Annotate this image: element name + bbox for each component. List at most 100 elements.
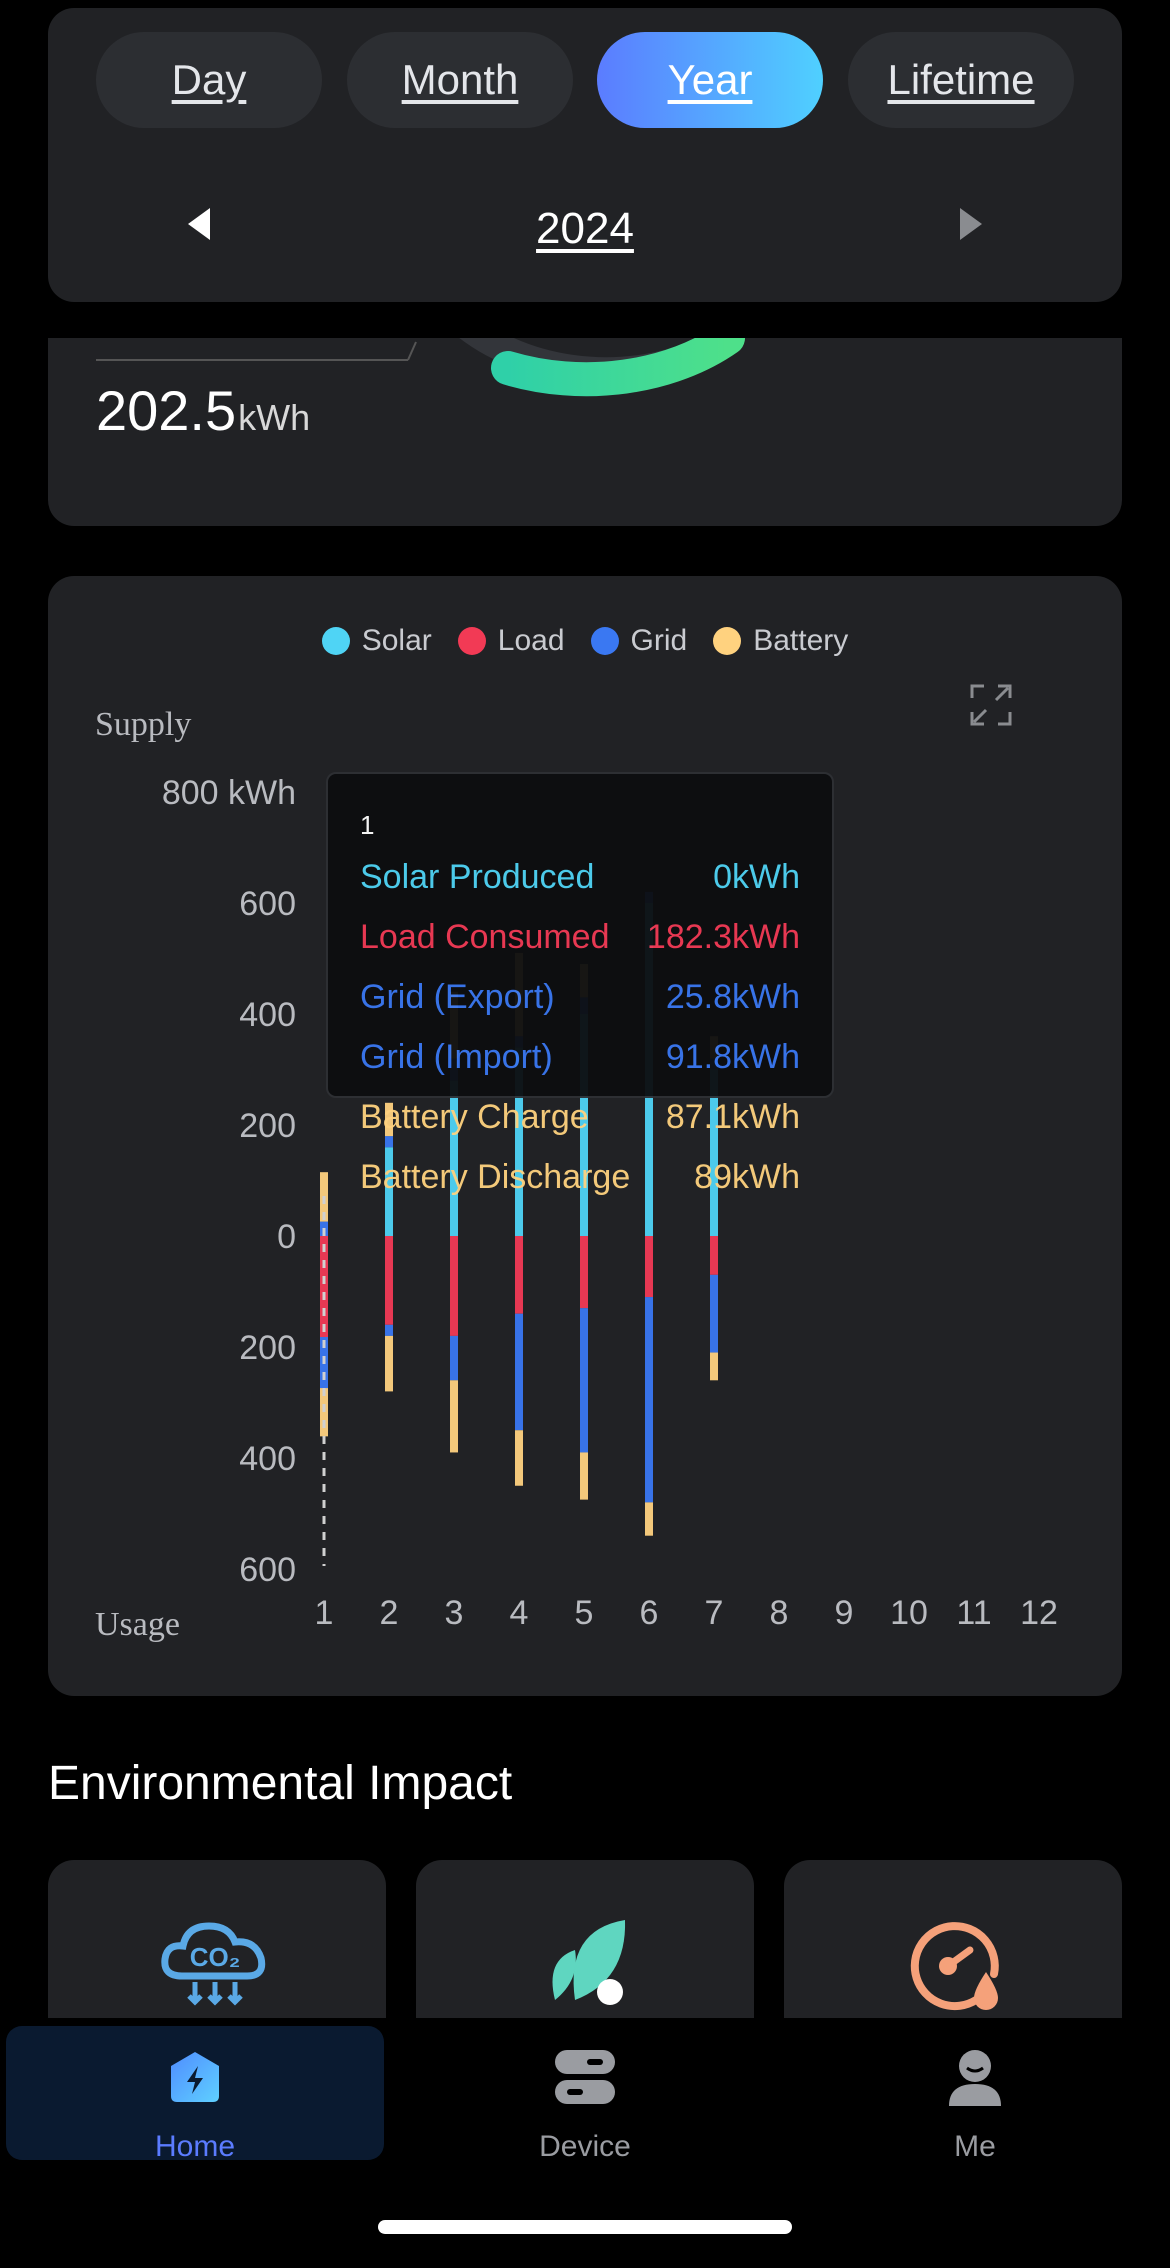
- x-tick-label: 5: [575, 1594, 594, 1632]
- tooltip-row-battery-charge: Battery Charge 87.1kWh: [360, 1098, 800, 1137]
- y-tick-label: 600: [239, 885, 296, 923]
- bar-segment: [580, 1308, 588, 1453]
- bar-segment: [450, 1380, 458, 1453]
- co2-cloud-icon: CO₂: [161, 1922, 266, 2006]
- bar-segment: [515, 1430, 523, 1486]
- nav-label-device: Device: [539, 2130, 631, 2163]
- legend-dot: [321, 627, 350, 655]
- bar-segment: [645, 1502, 653, 1536]
- summary-card: 202.5kWh: [48, 338, 1122, 526]
- bar-segment: [710, 1352, 718, 1381]
- bar-segment: [645, 1236, 653, 1298]
- tooltip-row-grid-export: Grid (Export) 25.8kWh: [360, 978, 800, 1017]
- nav-label-home: Home: [154, 2130, 236, 2163]
- tab-month[interactable]: Month: [347, 32, 573, 128]
- tooltip-row-label: Battery Discharge: [360, 1158, 631, 1196]
- legend-item-grid[interactable]: Grid: [590, 624, 688, 658]
- tab-day[interactable]: Day: [96, 32, 322, 128]
- energy-chart-card: Solar Load Grid Battery Supply Usage 800…: [48, 576, 1122, 1696]
- env-card-co2[interactable]: CO₂: [48, 1860, 386, 2020]
- env-card-trees[interactable]: [416, 1860, 754, 2020]
- expand-chart-icon[interactable]: [968, 682, 1014, 728]
- nav-label-me: Me: [954, 2130, 996, 2163]
- legend-label: Solar: [361, 624, 432, 657]
- bar-segment: [645, 1297, 653, 1503]
- y-tick-label: 800 kWh: [162, 774, 296, 812]
- tooltip-row-grid-import: Grid (Import) 91.8kWh: [360, 1038, 800, 1077]
- leaf-icon: [552, 1920, 626, 2005]
- tooltip-row-battery-discharge: Battery Discharge 89kWh: [360, 1158, 800, 1197]
- next-year-arrow-icon[interactable]: [960, 208, 982, 240]
- x-tick-label: 3: [445, 1594, 464, 1632]
- bar-segment: [320, 1236, 328, 1338]
- nav-item-device[interactable]: Device: [396, 2026, 774, 2163]
- tooltip-row-value: 0kWh: [713, 858, 800, 896]
- y-tick-label: 0: [277, 1218, 296, 1256]
- x-tick-label: 11: [956, 1594, 991, 1632]
- home-indicator[interactable]: [378, 2220, 792, 2234]
- y-tick-label: 200: [239, 1107, 296, 1145]
- legend-dot: [713, 627, 742, 655]
- selected-year[interactable]: 2024: [536, 204, 634, 253]
- x-tick-label: 6: [640, 1594, 659, 1632]
- bar-segment: [580, 1452, 588, 1500]
- bar-segment: [385, 1236, 393, 1325]
- env-card-savings[interactable]: [784, 1860, 1122, 2020]
- chart-tooltip: 1 Solar Produced 0kWh Load Consumed 182.3k…: [326, 772, 834, 1196]
- tab-year[interactable]: Year: [597, 32, 823, 128]
- legend-label: Battery: [753, 624, 849, 657]
- bar-segment: [385, 1335, 393, 1392]
- y-tick-label: 400: [239, 1440, 296, 1478]
- x-tick-label: 1: [315, 1594, 334, 1632]
- y-tick-label: 200: [239, 1329, 296, 1367]
- tooltip-row-solar-produced: Solar Produced 0kWh: [360, 858, 800, 897]
- nav-item-home[interactable]: Home: [6, 2026, 384, 2163]
- bar-segment: [320, 1388, 328, 1437]
- summary-value-number: 202.5: [96, 379, 237, 442]
- tooltip-row-value: 87.1kWh: [665, 1098, 800, 1136]
- summary-ring-graphic: [96, 338, 745, 397]
- bar-segment: [385, 1102, 393, 1137]
- bar-segment: [515, 1047, 523, 1236]
- tooltip-row-label: Grid (Export): [360, 978, 555, 1016]
- bar-segment: [580, 1236, 588, 1309]
- x-tick-label: 9: [835, 1594, 854, 1632]
- tooltip-row-value: 91.8kWh: [665, 1038, 800, 1076]
- chart-legend: Solar Load Grid Battery: [48, 624, 1122, 658]
- device-icon: [555, 2050, 615, 2104]
- supply-axis-label: Supply: [95, 706, 192, 743]
- bar-segment: [580, 1014, 588, 1236]
- home-bolt-icon: [171, 2052, 219, 2102]
- tooltip-row-label: Grid (Import): [360, 1038, 553, 1076]
- legend-label: Grid: [630, 624, 688, 657]
- tooltip-row-label: Battery Charge: [360, 1098, 589, 1136]
- x-tick-label: 8: [770, 1594, 789, 1632]
- bar-segment: [515, 1313, 523, 1431]
- tooltip-row-value: 25.8kWh: [665, 978, 800, 1016]
- x-tick-label: 12: [1020, 1594, 1058, 1632]
- bar-segment: [710, 1069, 718, 1236]
- x-tick-label: 2: [380, 1594, 399, 1632]
- legend-item-solar[interactable]: Solar: [321, 624, 432, 658]
- legend-item-load[interactable]: Load: [457, 624, 565, 658]
- bar-segment: [385, 1324, 393, 1336]
- bar-segment: [385, 1147, 393, 1236]
- legend-label: Load: [497, 624, 565, 657]
- legend-item-battery[interactable]: Battery: [713, 624, 848, 658]
- tooltip-row-value: 89kWh: [694, 1158, 800, 1196]
- tab-lifetime[interactable]: Lifetime: [848, 32, 1074, 128]
- svg-text:CO₂: CO₂: [190, 1942, 241, 1972]
- bar-segment: [710, 1236, 718, 1275]
- summary-energy-value: 202.5kWh: [96, 378, 310, 443]
- bar-segment: [450, 1080, 458, 1236]
- tooltip-row-load-consumed: Load Consumed 182.3kWh: [360, 918, 800, 957]
- x-tick-label: 10: [890, 1594, 928, 1632]
- bar-segment: [385, 1136, 393, 1148]
- bar-segment: [515, 1236, 523, 1314]
- x-tick-label: 7: [705, 1594, 724, 1632]
- gauge-drop-icon: [910, 1922, 999, 2011]
- tooltip-row-label: Load Consumed: [360, 918, 610, 956]
- nav-item-me[interactable]: Me: [786, 2026, 1164, 2163]
- previous-year-arrow-icon[interactable]: [188, 208, 210, 240]
- environmental-impact-title: Environmental Impact: [48, 1757, 513, 1810]
